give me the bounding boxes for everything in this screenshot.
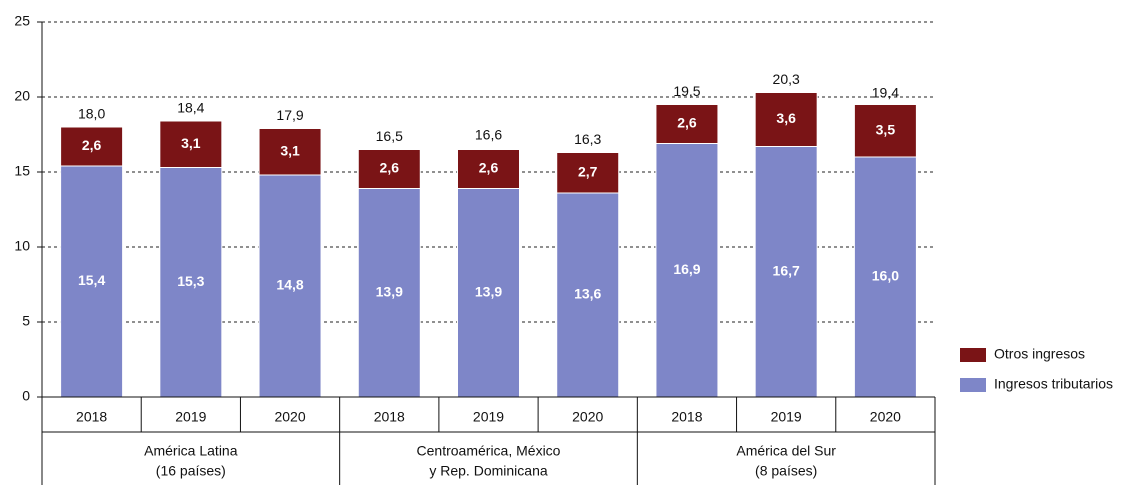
- value-label: 3,6: [776, 110, 796, 126]
- value-label: 14,8: [276, 277, 303, 293]
- total-label: 19,5: [673, 83, 700, 99]
- bar-segment: [457, 188, 520, 398]
- y-tick-label: 10: [14, 238, 30, 254]
- bar-segment: [60, 165, 124, 398]
- y-tick-label: 20: [14, 88, 30, 104]
- legend-swatch: [960, 348, 986, 362]
- x-tick-label: 2020: [274, 409, 305, 425]
- bar-segment: [655, 143, 719, 398]
- bar-segment: [159, 120, 223, 168]
- x-tick-label: 2020: [572, 409, 603, 425]
- value-label: 16,9: [673, 261, 700, 277]
- group-label: y Rep. Dominicana: [429, 463, 547, 479]
- value-label: 16,7: [773, 262, 800, 278]
- total-label: 17,9: [276, 107, 303, 123]
- value-label: 3,1: [181, 135, 201, 151]
- y-tick-label: 25: [14, 13, 30, 29]
- y-tick-label: 15: [14, 163, 30, 179]
- bar-segment: [853, 104, 917, 158]
- bar-segment: [556, 192, 620, 398]
- bar-segment: [457, 149, 520, 189]
- x-tick-label: 2018: [76, 409, 107, 425]
- group-label: América Latina: [144, 443, 238, 459]
- value-label: 13,9: [475, 283, 502, 299]
- legend-label: Otros ingresos: [994, 346, 1085, 362]
- y-tick-label: 0: [22, 388, 30, 404]
- total-label: 18,4: [177, 100, 204, 116]
- value-label: 15,3: [177, 273, 204, 289]
- group-label: América del Sur: [736, 443, 836, 459]
- value-label: 2,6: [677, 115, 697, 131]
- value-label: 2,7: [578, 163, 598, 179]
- value-label: 2,6: [380, 160, 400, 176]
- group-label: (8 países): [755, 463, 817, 479]
- bar-segment: [754, 92, 818, 147]
- legend-label: Ingresos tributarios: [994, 376, 1113, 392]
- total-label: 16,6: [475, 127, 502, 143]
- x-tick-label: 2019: [771, 409, 802, 425]
- bar-segment: [556, 152, 620, 194]
- bar-segment: [357, 188, 421, 398]
- legend-swatch: [960, 378, 986, 392]
- group-label: (16 países): [156, 463, 226, 479]
- total-label: 16,5: [376, 128, 403, 144]
- bar-segment: [60, 126, 124, 167]
- group-label: Centroamérica, México: [417, 443, 561, 459]
- value-label: 15,4: [78, 272, 105, 288]
- x-tick-label: 2018: [671, 409, 702, 425]
- bar-segment: [754, 146, 818, 398]
- x-tick-label: 2019: [473, 409, 504, 425]
- x-tick-label: 2019: [175, 409, 206, 425]
- bar-segment: [258, 128, 322, 176]
- bar-segment: [258, 174, 322, 398]
- value-label: 13,9: [376, 283, 403, 299]
- total-label: 16,3: [574, 131, 601, 147]
- value-label: 13,6: [574, 286, 601, 302]
- y-tick-label: 5: [22, 313, 30, 329]
- x-tick-label: 2020: [870, 409, 901, 425]
- total-label: 19,4: [872, 85, 899, 101]
- x-tick-label: 2018: [374, 409, 405, 425]
- value-label: 2,6: [82, 137, 102, 153]
- bar-segment: [357, 149, 421, 189]
- value-label: 3,5: [876, 121, 896, 137]
- value-label: 2,6: [479, 160, 499, 176]
- total-label: 18,0: [78, 106, 105, 122]
- bar-segment: [655, 104, 719, 144]
- value-label: 16,0: [872, 268, 899, 284]
- value-label: 3,1: [280, 142, 300, 158]
- total-label: 20,3: [773, 71, 800, 87]
